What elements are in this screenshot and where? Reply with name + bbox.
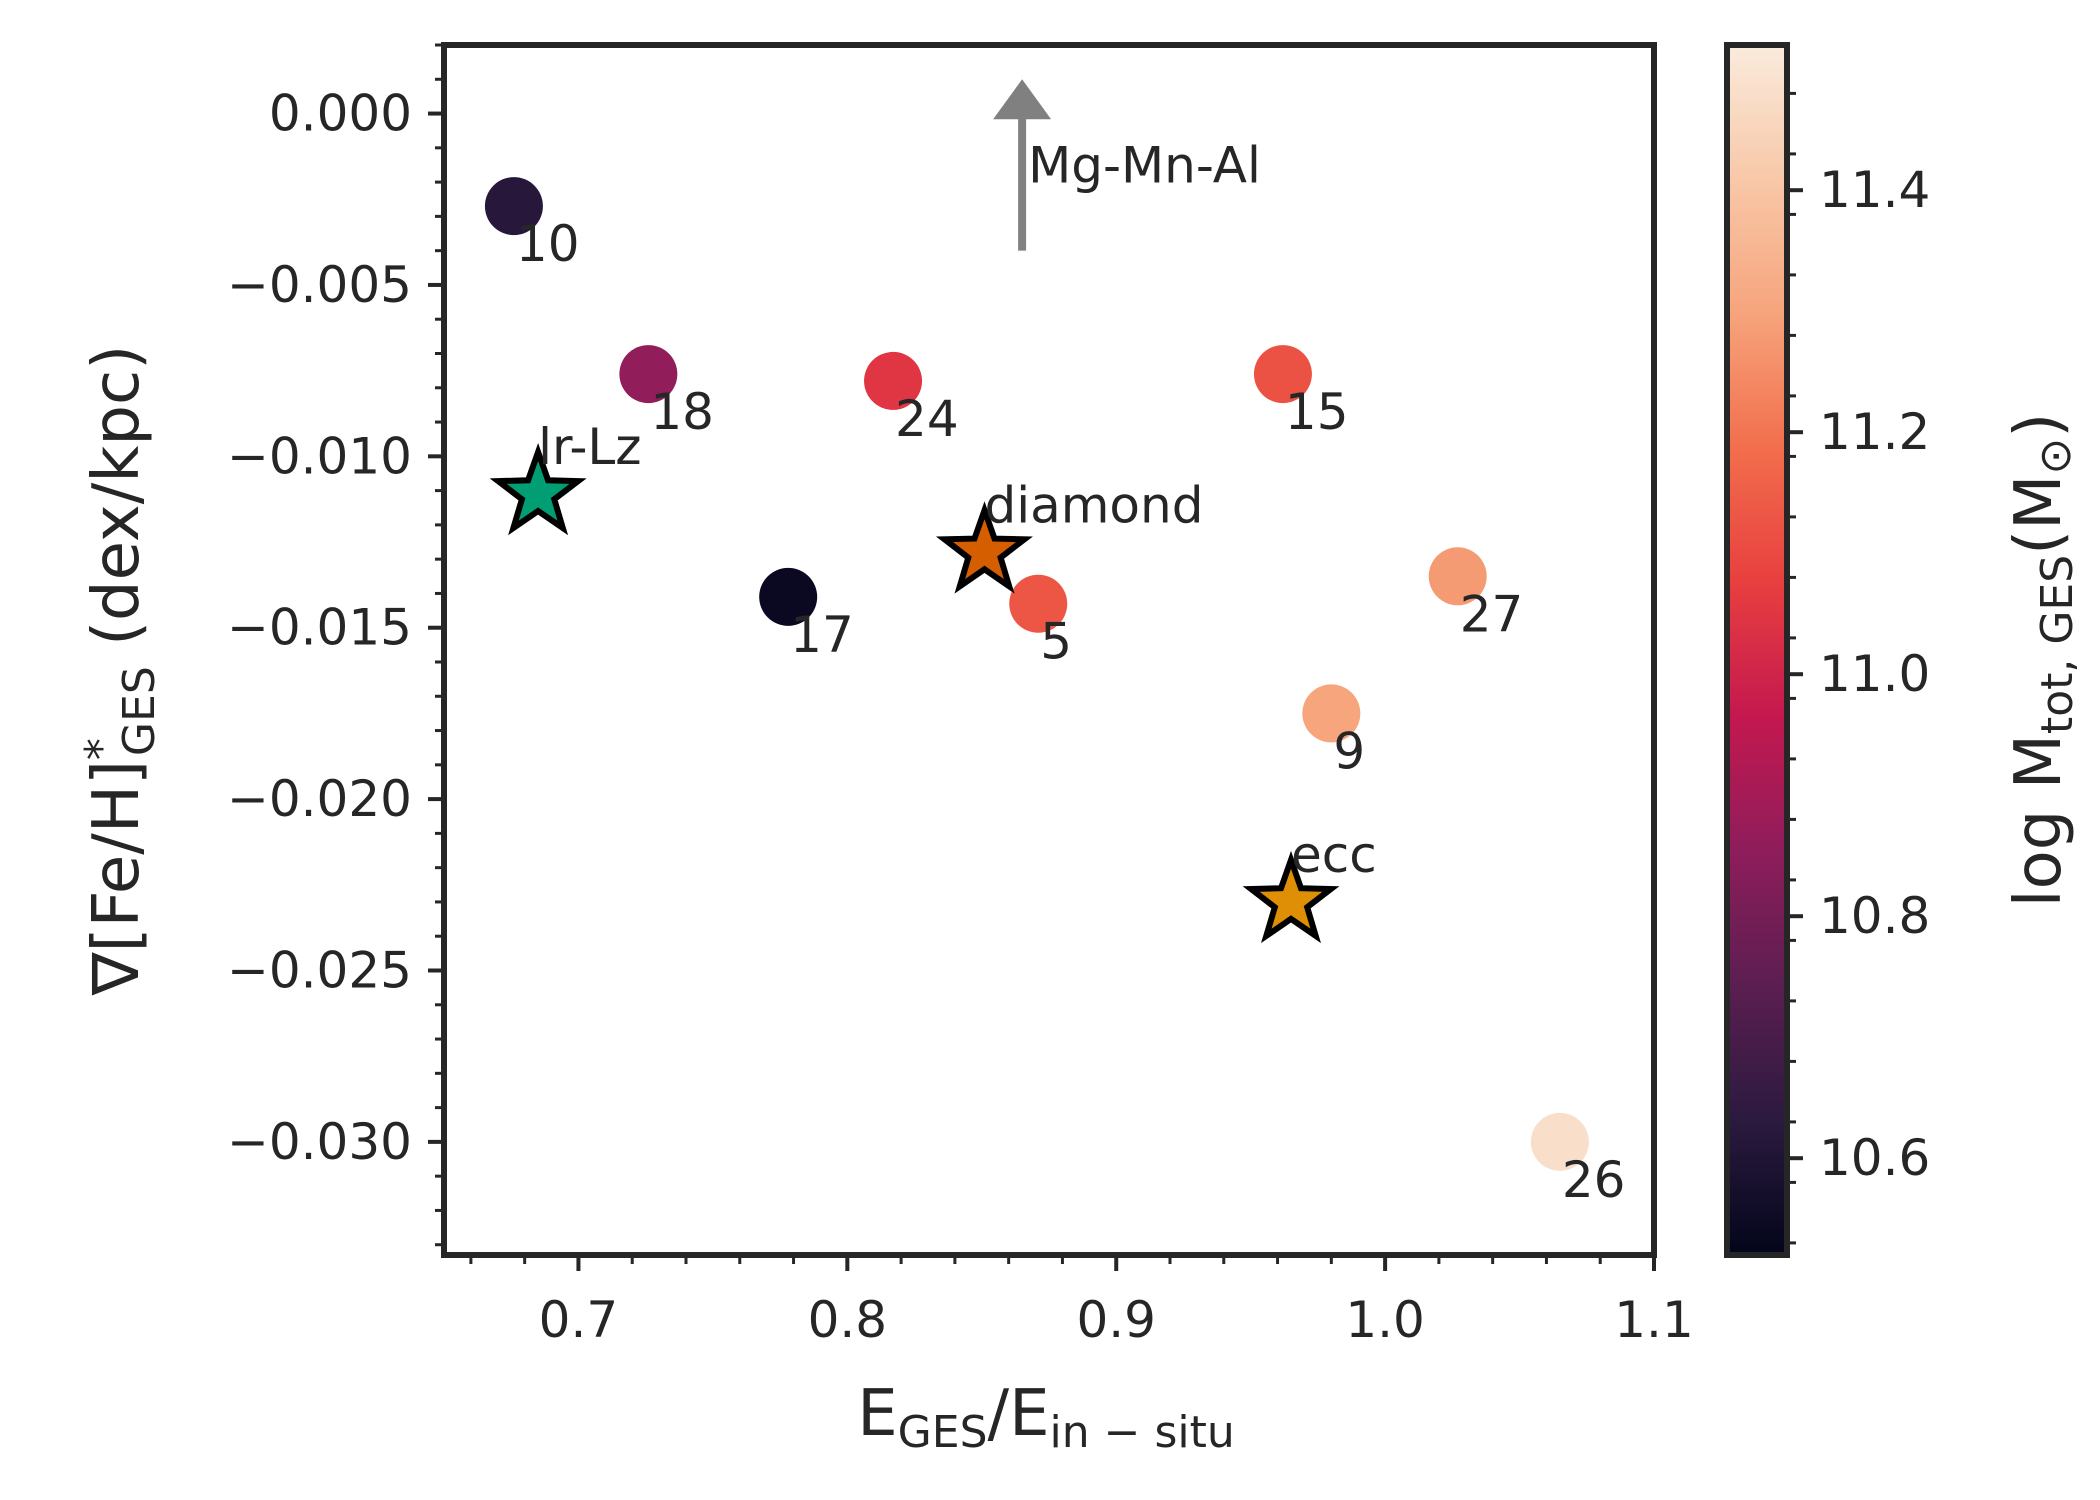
y-axis-title-subscript: GES bbox=[114, 666, 165, 756]
mg-mn-al-arrow-head bbox=[993, 79, 1052, 120]
star-ecc bbox=[1242, 850, 1340, 944]
point-label-9: 9 bbox=[1333, 722, 1365, 780]
point-10 bbox=[484, 177, 543, 236]
star-diamond bbox=[935, 501, 1033, 594]
colorbar-tick-label: 11.2 bbox=[1819, 403, 1930, 461]
y-axis-title-superscript: * bbox=[76, 738, 127, 760]
colorbar-gradient bbox=[1727, 45, 1787, 1255]
colorbar-title-close: ) bbox=[2002, 413, 2076, 438]
star-label-diamond: diamond bbox=[984, 476, 1203, 534]
point-label-18: 18 bbox=[650, 383, 714, 441]
point-24 bbox=[864, 351, 923, 410]
x-axis-title: EGES/Ein − situ bbox=[857, 1377, 1235, 1458]
y-tick-label: −0.005 bbox=[227, 256, 412, 314]
x-axis-title-rest: /E bbox=[988, 1377, 1050, 1451]
colorbar-tick-label: 11.4 bbox=[1819, 161, 1930, 219]
x-tick-label: 1.1 bbox=[1614, 1291, 1694, 1349]
x-axis-title-subscript: GES bbox=[898, 1407, 988, 1458]
point-27 bbox=[1428, 547, 1487, 606]
x-tick-label: 1.0 bbox=[1345, 1291, 1425, 1349]
y-tick-label: −0.010 bbox=[227, 427, 412, 485]
point-18 bbox=[619, 345, 678, 404]
y-axis-title: ∇[Fe/H]*GES (dex/kpc) bbox=[76, 345, 165, 996]
star-label-lr-lz: lr-Lz bbox=[538, 418, 641, 476]
point-label-15: 15 bbox=[1285, 383, 1349, 441]
colorbar-title-sun-symbol: ⊙ bbox=[2030, 438, 2081, 475]
colorbar-tick-label: 10.6 bbox=[1819, 1129, 1930, 1187]
colorbar-title-unit: (M bbox=[2002, 475, 2076, 555]
y-tick-label: 0.000 bbox=[269, 85, 412, 143]
point-label-10: 10 bbox=[516, 215, 580, 273]
y-tick-label: −0.015 bbox=[227, 599, 412, 657]
x-axis-title-subscript-2: in − situ bbox=[1050, 1407, 1235, 1458]
colorbar-tick-label: 10.8 bbox=[1819, 887, 1930, 945]
colorbar-title: log Mtot, GES(M⊙) bbox=[2002, 413, 2083, 907]
y-tick-label: −0.030 bbox=[227, 1113, 412, 1171]
point-label-26: 26 bbox=[1562, 1151, 1626, 1209]
colorbar-title-subscript: tot, GES bbox=[2032, 555, 2083, 734]
point-15 bbox=[1253, 345, 1312, 404]
plot-frame bbox=[441, 42, 1657, 1258]
point-label-17: 17 bbox=[790, 606, 854, 664]
x-tick-label: 0.7 bbox=[539, 1291, 619, 1349]
x-tick-label: 0.9 bbox=[1076, 1291, 1156, 1349]
y-axis-title-unit: (dex/kpc) bbox=[80, 345, 154, 666]
point-17 bbox=[759, 567, 818, 626]
point-5 bbox=[1009, 574, 1068, 633]
point-label-27: 27 bbox=[1460, 585, 1524, 643]
y-tick-label: −0.025 bbox=[227, 941, 412, 999]
point-label-5: 5 bbox=[1040, 613, 1072, 671]
colorbar-frame bbox=[1724, 42, 1790, 1258]
x-tick-label: 0.8 bbox=[808, 1291, 888, 1349]
colorbar-tick-label: 11.0 bbox=[1819, 645, 1930, 703]
mg-mn-al-label: Mg-Mn-Al bbox=[1028, 137, 1261, 195]
star-lr-lz bbox=[489, 442, 587, 536]
point-9 bbox=[1302, 684, 1361, 743]
y-tick-label: −0.020 bbox=[227, 770, 412, 828]
point-label-24: 24 bbox=[895, 390, 959, 448]
star-label-ecc: ecc bbox=[1291, 826, 1377, 884]
point-26 bbox=[1530, 1112, 1589, 1171]
